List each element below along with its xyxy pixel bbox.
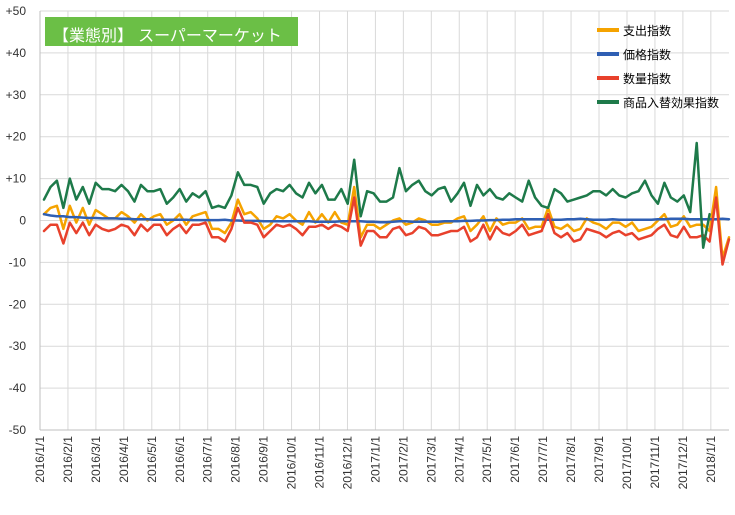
y-tick-label: +10 — [6, 172, 27, 186]
legend-item-price: 価格指数 — [597, 42, 719, 66]
x-tick-label: 2017/8/1 — [564, 436, 578, 483]
legend-item-quantity: 数量指数 — [597, 66, 719, 90]
x-tick-label: 2016/8/1 — [229, 436, 243, 483]
x-tick-label: 2017/11/1 — [648, 436, 662, 489]
series-lines — [42, 141, 731, 266]
x-tick-label: 2017/7/1 — [536, 436, 550, 483]
series-line-price — [42, 212, 731, 224]
y-tick-label: +30 — [6, 88, 27, 102]
y-tick-label: +50 — [6, 4, 27, 18]
x-tick-label: 2016/7/1 — [201, 436, 215, 483]
legend-label-price: 価格指数 — [623, 47, 672, 62]
x-tick-label: 2016/3/1 — [89, 436, 103, 483]
x-tick-label: 2016/12/1 — [340, 436, 354, 490]
legend-item-replacement: 商品入替効果指数 — [597, 90, 719, 114]
series-line-spending — [42, 185, 731, 260]
x-tick-label: 2016/1/1 — [33, 436, 47, 483]
x-tick-label: 2018/1/1 — [704, 436, 718, 483]
x-tick-label: 2017/3/1 — [424, 436, 438, 483]
legend: 支出指数 価格指数 数量指数 商品入替効果指数 — [597, 18, 719, 114]
series-line-replacement — [42, 141, 711, 249]
x-tick-label: 2017/1/1 — [368, 436, 382, 483]
y-tick-label: -20 — [9, 297, 27, 311]
x-tick-label: 2017/4/1 — [452, 436, 466, 483]
y-tick-label: -40 — [9, 381, 27, 395]
y-tick-labels: +50 +40 +30 +20 +10 0 -10 -20 -30 -40 -50 — [6, 4, 27, 437]
x-tick-label: 2017/10/1 — [620, 436, 634, 490]
x-tick-label: 2017/2/1 — [396, 436, 410, 483]
y-tick-label: 0 — [19, 214, 26, 228]
x-tick-labels: 2016/1/1 2016/2/1 2016/3/1 2016/4/1 2016/5/1… — [33, 436, 718, 490]
axes — [39, 11, 729, 431]
x-tick-label: 2016/10/1 — [285, 436, 299, 490]
x-tick-label: 2016/6/1 — [173, 436, 187, 483]
x-tick-label: 2017/12/1 — [676, 436, 690, 490]
legend-swatch-quantity — [597, 76, 619, 80]
legend-swatch-replacement — [597, 100, 619, 104]
legend-label-quantity: 数量指数 — [623, 71, 672, 86]
legend-label-replacement: 商品入替効果指数 — [623, 95, 720, 110]
chart-title: 【業態別】 スーパーマーケット — [53, 26, 282, 45]
legend-swatch-spending — [597, 28, 619, 32]
legend-label-spending: 支出指数 — [623, 23, 672, 38]
x-tick-label: 2016/5/1 — [145, 436, 159, 483]
chart-title-banner: 【業態別】 スーパーマーケット — [45, 17, 298, 46]
y-tick-label: -10 — [9, 255, 27, 269]
y-tick-label: -30 — [9, 339, 27, 353]
legend-item-spending: 支出指数 — [597, 18, 719, 42]
x-tick-label: 2016/2/1 — [61, 436, 75, 483]
x-tick-label: 2016/4/1 — [117, 436, 131, 483]
y-tick-label: -50 — [9, 423, 27, 437]
x-tick-label: 2016/11/1 — [313, 436, 327, 489]
x-tick-label: 2016/9/1 — [257, 436, 271, 483]
x-tick-label: 2017/6/1 — [508, 436, 522, 483]
series-line-quantity — [42, 196, 731, 266]
x-tick-label: 2017/5/1 — [480, 436, 494, 483]
x-tick-label: 2017/9/1 — [592, 436, 606, 483]
y-tick-label: +20 — [6, 130, 27, 144]
y-tick-label: +40 — [6, 46, 27, 60]
legend-swatch-price — [597, 52, 619, 56]
